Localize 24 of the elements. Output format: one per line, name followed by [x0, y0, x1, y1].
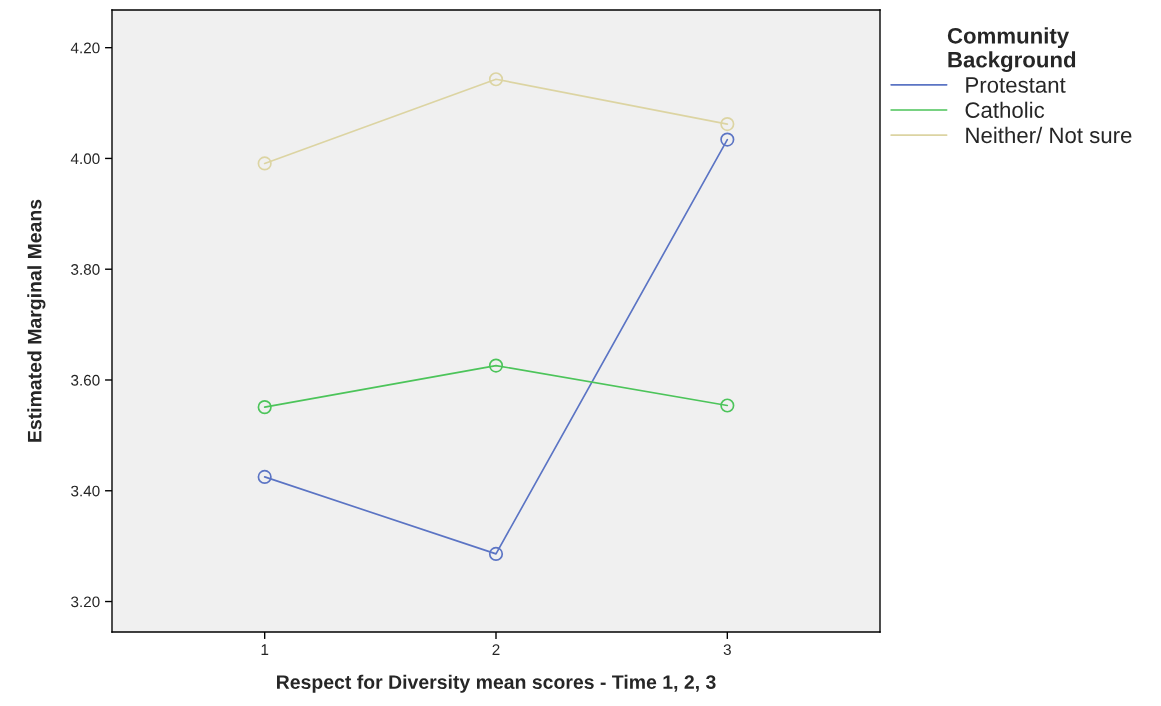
- point: [257, 400, 272, 415]
- y-tick-label: 3.80: [71, 264, 100, 275]
- point: [257, 156, 272, 171]
- y-axis-title: Estimated Marginal Means: [27, 199, 46, 442]
- y-tick-label: 3.20: [71, 596, 100, 608]
- x-tick-label: 3: [723, 644, 731, 656]
- point: [488, 72, 504, 87]
- legend-title: Community Background: [947, 27, 1076, 73]
- y-tick-label: 3.40: [71, 485, 100, 497]
- point: [720, 117, 735, 132]
- x-axis-title: Respect for Diversity mean scores - Time 1, 2, 3: [277, 674, 716, 693]
- legend-label: Protestant: [966, 77, 1066, 93]
- x-tick-label: 1: [261, 644, 269, 655]
- point: [257, 469, 272, 485]
- y-tick-label: 3.60: [71, 374, 100, 386]
- point: [720, 132, 735, 147]
- y-tick-label: 4.00: [70, 153, 100, 165]
- point: [720, 398, 735, 413]
- point: [488, 546, 504, 561]
- x-tick-label: 2: [492, 644, 500, 655]
- y-tick-label: 4.20: [70, 42, 100, 54]
- legend-label: Catholic: [965, 101, 1045, 119]
- legend-label: Neither/ Not sure: [966, 126, 1132, 144]
- point: [488, 358, 504, 373]
